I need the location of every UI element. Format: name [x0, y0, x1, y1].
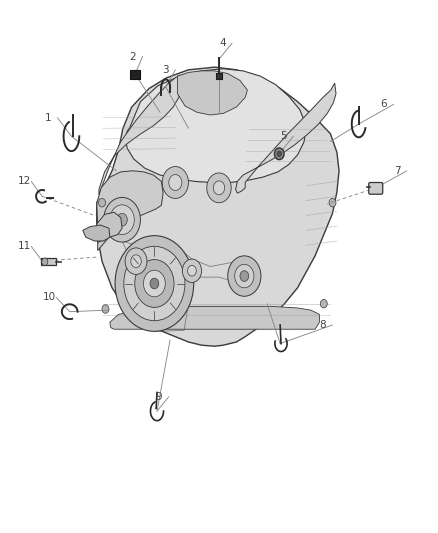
Text: 8: 8	[319, 320, 326, 330]
Text: 2: 2	[130, 52, 136, 61]
Circle shape	[228, 256, 261, 296]
Circle shape	[187, 265, 196, 276]
Polygon shape	[110, 306, 319, 329]
Circle shape	[240, 271, 249, 281]
Circle shape	[329, 198, 336, 207]
Circle shape	[320, 300, 327, 308]
Circle shape	[235, 264, 254, 288]
Polygon shape	[83, 225, 110, 241]
Circle shape	[117, 213, 127, 226]
Text: 11: 11	[18, 241, 32, 251]
Circle shape	[277, 151, 282, 157]
Polygon shape	[97, 171, 163, 251]
Text: 5: 5	[280, 131, 287, 141]
Circle shape	[115, 236, 194, 332]
Text: 12: 12	[18, 176, 32, 187]
Text: 3: 3	[162, 65, 169, 75]
Polygon shape	[97, 212, 122, 243]
Bar	[215, 73, 223, 79]
Text: 4: 4	[219, 38, 226, 48]
Text: 1: 1	[44, 112, 51, 123]
Text: 7: 7	[394, 166, 400, 176]
FancyBboxPatch shape	[369, 182, 383, 194]
Text: 6: 6	[381, 99, 387, 109]
Circle shape	[144, 270, 165, 297]
Circle shape	[150, 278, 159, 289]
Circle shape	[169, 174, 182, 190]
Circle shape	[42, 258, 48, 265]
Circle shape	[275, 148, 284, 160]
Text: 10: 10	[43, 292, 56, 302]
Polygon shape	[177, 71, 247, 115]
Circle shape	[162, 166, 188, 198]
Polygon shape	[99, 75, 180, 195]
Polygon shape	[125, 69, 306, 182]
Circle shape	[99, 198, 106, 207]
Bar	[41, 258, 56, 265]
Circle shape	[213, 181, 225, 195]
Bar	[130, 70, 140, 79]
Circle shape	[131, 255, 141, 268]
Circle shape	[124, 246, 185, 321]
Circle shape	[104, 197, 141, 242]
Polygon shape	[236, 83, 336, 193]
Circle shape	[110, 205, 134, 235]
Circle shape	[207, 173, 231, 203]
Circle shape	[182, 259, 201, 282]
Text: 9: 9	[155, 392, 162, 402]
Circle shape	[125, 248, 147, 274]
Circle shape	[102, 305, 109, 313]
Circle shape	[135, 260, 174, 308]
Polygon shape	[97, 67, 339, 346]
